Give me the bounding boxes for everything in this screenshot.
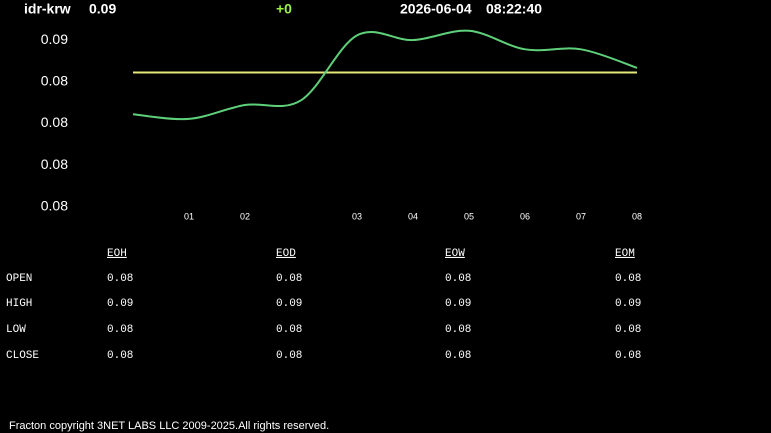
x-tick-label: 04 bbox=[408, 211, 418, 221]
column-header: EOM bbox=[615, 248, 635, 260]
cell-value: 0.08 bbox=[107, 350, 133, 362]
x-tick-label: 08 bbox=[632, 211, 642, 221]
y-tick-label: 0.08 bbox=[41, 72, 68, 88]
cell-value: 0.09 bbox=[445, 298, 471, 310]
cell-value: 0.08 bbox=[276, 324, 302, 336]
x-tick-label: 07 bbox=[576, 211, 586, 221]
y-tick-label: 0.08 bbox=[41, 114, 68, 130]
row-label: HIGH bbox=[6, 298, 32, 310]
price-line bbox=[132, 29, 638, 121]
y-tick-label: 0.08 bbox=[41, 156, 68, 172]
price: 0.09 bbox=[89, 1, 116, 17]
cell-value: 0.08 bbox=[445, 324, 471, 336]
row-label: LOW bbox=[6, 324, 26, 336]
change: +0 bbox=[276, 1, 292, 17]
y-tick-label: 0.08 bbox=[41, 198, 68, 214]
cell-value: 0.08 bbox=[276, 350, 302, 362]
x-tick-label: 06 bbox=[520, 211, 530, 221]
cell-value: 0.08 bbox=[615, 273, 641, 285]
y-tick-label: 0.09 bbox=[41, 31, 68, 47]
x-tick-label: 01 bbox=[184, 211, 194, 221]
cell-value: 0.08 bbox=[445, 273, 471, 285]
cell-value: 0.09 bbox=[615, 298, 641, 310]
x-tick-label: 05 bbox=[464, 211, 474, 221]
cell-value: 0.09 bbox=[276, 298, 302, 310]
column-header: EOW bbox=[445, 248, 465, 260]
row-label: OPEN bbox=[6, 273, 32, 285]
symbol: idr-krw bbox=[24, 1, 71, 17]
column-header: EOH bbox=[107, 248, 127, 260]
x-tick-label: 02 bbox=[240, 211, 250, 221]
cell-value: 0.08 bbox=[107, 324, 133, 336]
cell-value: 0.08 bbox=[445, 350, 471, 362]
x-tick-label: 03 bbox=[352, 211, 362, 221]
cell-value: 0.08 bbox=[107, 273, 133, 285]
column-header: EOD bbox=[276, 248, 296, 260]
row-label: CLOSE bbox=[6, 350, 39, 362]
time: 08:22:40 bbox=[486, 1, 542, 17]
cell-value: 0.08 bbox=[615, 350, 641, 362]
cell-value: 0.09 bbox=[107, 298, 133, 310]
footer: Fracton copyright 3NET LABS LLC 2009-202… bbox=[9, 420, 329, 432]
cell-value: 0.08 bbox=[615, 324, 641, 336]
cell-value: 0.08 bbox=[276, 273, 302, 285]
date: 2026-06-04 bbox=[400, 1, 472, 17]
